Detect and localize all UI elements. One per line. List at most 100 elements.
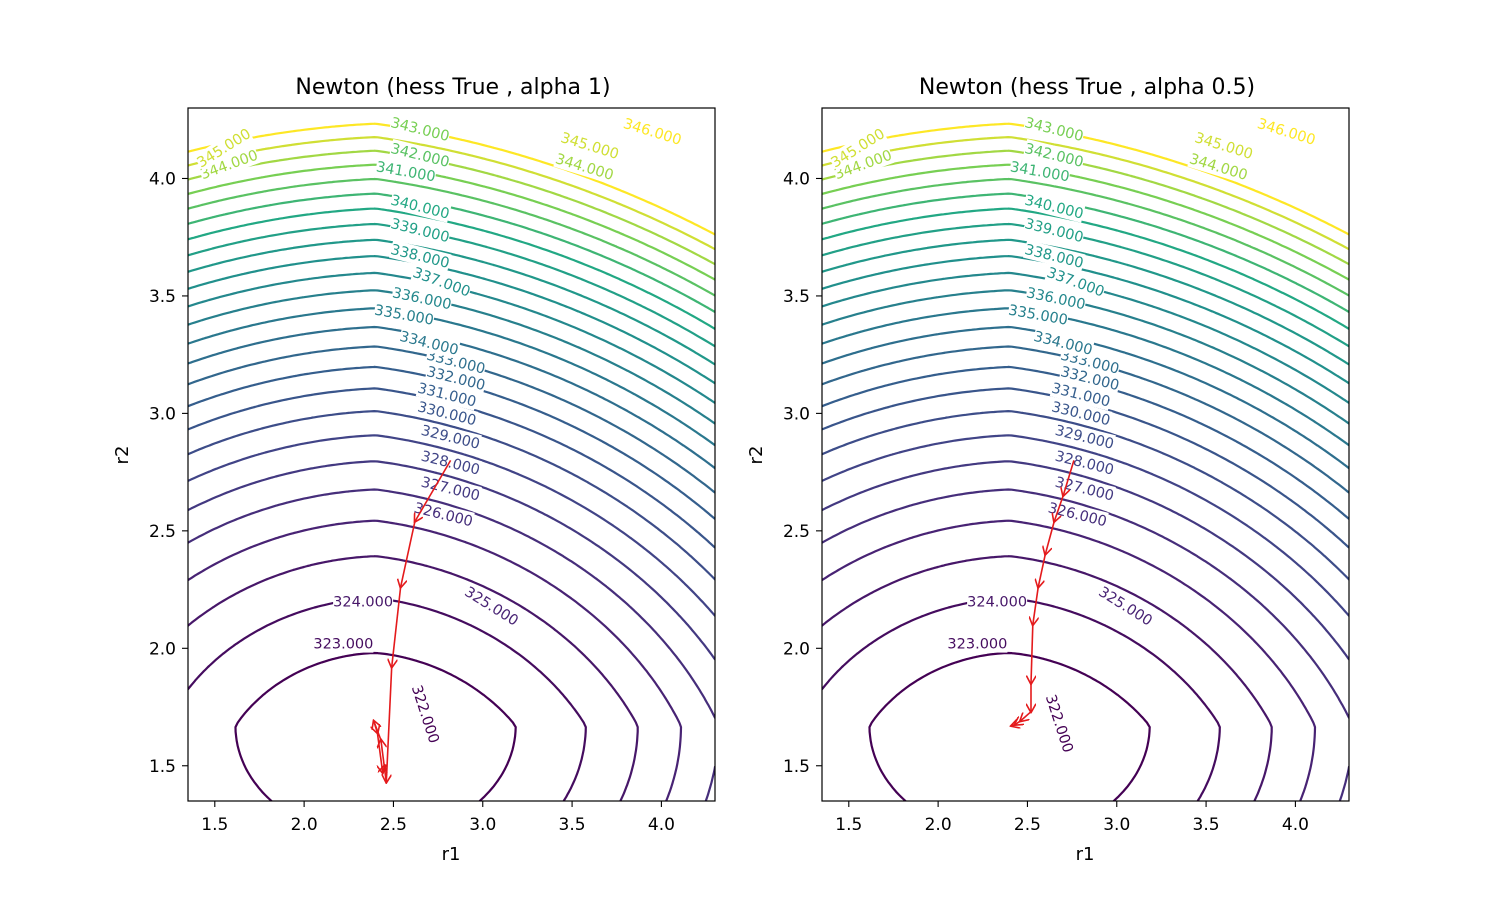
contour-label: 323.000 bbox=[313, 634, 374, 653]
contour-label-bg bbox=[333, 592, 394, 611]
x-tick-label: 3.5 bbox=[559, 815, 586, 835]
y-tick-label: 1.5 bbox=[783, 757, 810, 777]
contour-line bbox=[188, 519, 683, 801]
trajectory-step-arrow bbox=[386, 667, 393, 782]
trajectory-step-arrow bbox=[415, 459, 452, 521]
contour-line bbox=[188, 222, 715, 348]
trajectory-step-arrow bbox=[1054, 495, 1064, 522]
x-tick-label: 4.0 bbox=[648, 815, 675, 835]
contour-label-text: 323.000 bbox=[313, 637, 373, 653]
contour-label-bg bbox=[1022, 240, 1086, 272]
contour-label: 324.000 bbox=[333, 592, 394, 611]
contour-label-bg bbox=[424, 362, 488, 395]
x-axis-label: r1 bbox=[442, 844, 461, 865]
plot-frame bbox=[821, 107, 1350, 802]
plot-frame bbox=[187, 107, 716, 802]
trajectory-step-arrow bbox=[1033, 587, 1039, 625]
contour-label-bg bbox=[388, 240, 452, 272]
x-tick-label: 2.5 bbox=[380, 815, 407, 835]
contour-label-bg bbox=[197, 145, 261, 184]
contour-label-text: 326.000 bbox=[412, 500, 474, 530]
contour-label-bg bbox=[388, 214, 452, 247]
contour-label-text: 323.000 bbox=[947, 637, 1007, 653]
trajectory-step-arrow bbox=[1045, 521, 1055, 555]
contour-label-text: 322.000 bbox=[1042, 693, 1076, 755]
contour-line bbox=[822, 222, 1349, 348]
contour-line bbox=[188, 207, 715, 330]
y-tick-label: 1.5 bbox=[149, 757, 176, 777]
contour-line bbox=[188, 255, 715, 385]
contour-label-text: 346.000 bbox=[1255, 116, 1317, 149]
contour-line bbox=[822, 434, 1349, 617]
trajectory-step-arrow bbox=[1063, 460, 1075, 495]
contour-line bbox=[234, 651, 517, 801]
x-tick-label: 2.5 bbox=[1014, 815, 1041, 835]
axis-ticks: 1.5 2.0 2.5 3.0 3.5 4.0 1.5 2.0 2.5 3.0 3.5 4.0 bbox=[149, 169, 675, 835]
trajectory-step-arrow bbox=[1020, 711, 1032, 721]
contour-label-bg bbox=[1022, 214, 1086, 247]
contour-label-bg bbox=[1049, 378, 1113, 411]
contour-line bbox=[822, 488, 1349, 801]
contour-label-bg bbox=[1187, 149, 1250, 185]
x-tick-label: 1.5 bbox=[835, 815, 862, 835]
contour-line bbox=[822, 519, 1317, 801]
contour-line bbox=[188, 177, 715, 297]
y-tick-label: 3.0 bbox=[783, 404, 810, 424]
x-tick-label: 2.0 bbox=[925, 815, 952, 835]
subplot-right: Newton (hess True , alpha 0.5) 322.000 32… bbox=[746, 75, 1350, 865]
trajectory-step-arrow bbox=[401, 521, 416, 588]
contour-label-bg bbox=[827, 124, 888, 172]
contour-line bbox=[188, 434, 715, 617]
y-tick-label: 4.0 bbox=[783, 169, 810, 189]
contour-label: 324.000 bbox=[967, 592, 1028, 611]
contour-label-bg bbox=[388, 113, 452, 146]
contour-label-bg bbox=[947, 634, 1008, 653]
contour-line bbox=[188, 555, 639, 801]
contour-label-bg bbox=[1022, 190, 1086, 223]
subplot-left: Newton (hess True , alpha 1) 322.000 323.… bbox=[112, 75, 716, 865]
contour-label-text: 322.000 bbox=[408, 683, 442, 745]
trajectory-step-arrow bbox=[1031, 624, 1033, 684]
contour-label: 322.000 bbox=[1041, 692, 1078, 755]
contour-label-bg bbox=[558, 128, 622, 163]
contour-label-bg bbox=[397, 326, 461, 359]
contour-line bbox=[822, 555, 1273, 801]
contour-label-bg bbox=[967, 592, 1028, 611]
contour-label-bg bbox=[388, 139, 452, 171]
newton-trajectory bbox=[374, 459, 452, 782]
contour-line bbox=[822, 177, 1349, 297]
contour-label-bg bbox=[373, 300, 436, 329]
y-tick-label: 3.5 bbox=[149, 287, 176, 307]
contour-label-bg bbox=[1024, 283, 1088, 314]
contour-label-bg bbox=[419, 446, 482, 479]
y-tick-label: 3.5 bbox=[783, 287, 810, 307]
axis-ticks: 1.5 2.0 2.5 3.0 3.5 4.0 1.5 2.0 2.5 3.0 3.5 4.0 bbox=[783, 169, 1309, 835]
x-tick-label: 4.0 bbox=[1282, 815, 1309, 835]
contour-label-bg bbox=[621, 114, 684, 149]
contour-label-bg bbox=[1049, 397, 1113, 430]
contour-line bbox=[822, 255, 1349, 385]
contour-label-bg bbox=[374, 157, 438, 186]
contour-label-bg bbox=[407, 682, 444, 746]
contour-label-bg bbox=[1053, 420, 1116, 453]
contour-label-bg bbox=[410, 263, 473, 301]
contour-label-bg bbox=[388, 190, 452, 223]
contour-label-bg bbox=[1192, 128, 1256, 163]
contour-label-bg bbox=[313, 634, 374, 653]
trajectory-step-arrow bbox=[1015, 721, 1020, 725]
contour-label: 322.000 bbox=[407, 682, 444, 746]
contour-label-text: 346.000 bbox=[621, 116, 683, 149]
x-tick-label: 2.0 bbox=[291, 815, 318, 835]
contour-label-bg bbox=[1044, 263, 1107, 301]
x-axis-label: r1 bbox=[1076, 844, 1095, 865]
x-tick-label: 3.5 bbox=[1193, 815, 1220, 835]
x-tick-label: 1.5 bbox=[201, 815, 228, 835]
contour-label: 346.000 bbox=[1255, 114, 1318, 149]
trajectory-step-arrow bbox=[374, 720, 378, 733]
contour-label-bg bbox=[1022, 139, 1086, 171]
trajectory-step-arrow bbox=[1038, 554, 1047, 587]
trajectory-step-arrow bbox=[1011, 725, 1015, 726]
